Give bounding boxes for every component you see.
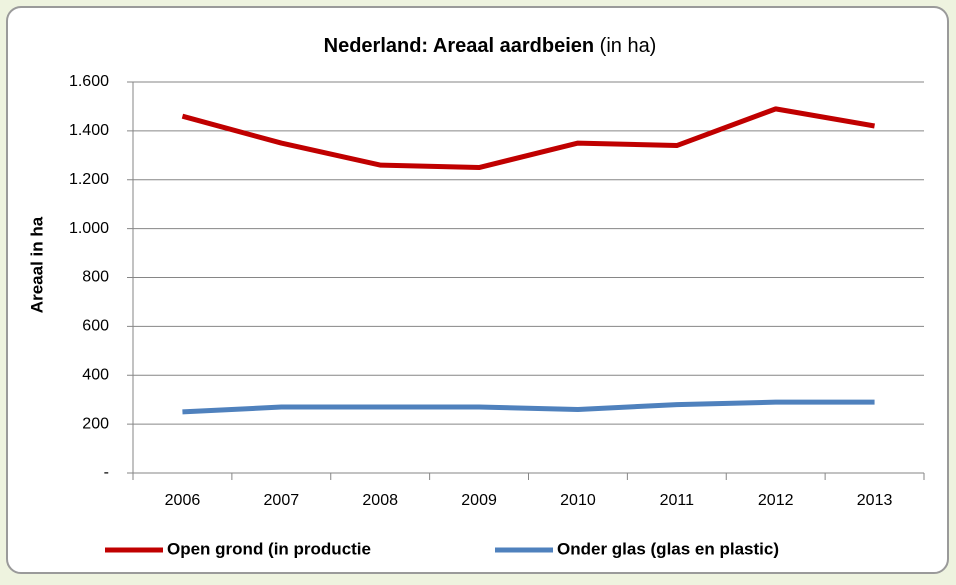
y-tick-label: 1.400 <box>69 122 109 139</box>
legend-label: Open grond (in productie <box>167 539 371 558</box>
y-tick-label: 1.000 <box>69 220 109 237</box>
chart-title: Nederland: Areaal aardbeien (in ha) <box>324 35 657 57</box>
series-line <box>181 106 875 171</box>
y-tick-label: 800 <box>82 269 109 286</box>
x-tick-label: 2010 <box>560 492 596 509</box>
chart-title-unit: (in ha) <box>600 35 657 57</box>
y-tick-label: - <box>104 464 109 481</box>
y-tick-label: 1.200 <box>69 171 109 188</box>
chart-title-main: Nederland: Areaal aardbeien <box>324 35 594 57</box>
x-tick-label: 2013 <box>857 492 893 509</box>
y-tick-label: 200 <box>82 415 109 432</box>
x-tick-label: 2006 <box>165 492 201 509</box>
series-line <box>182 399 875 415</box>
x-tick-label: 2009 <box>461 492 497 509</box>
y-tick-label: 400 <box>82 366 109 383</box>
y-axis-label: Areaal in ha <box>27 216 46 313</box>
y-tick-label: 1.600 <box>69 73 109 90</box>
x-tick-label: 2008 <box>362 492 398 509</box>
y-tick-label: 600 <box>82 318 109 335</box>
legend-label: Onder glas (glas en plastic) <box>557 539 779 558</box>
x-tick-label: 2007 <box>264 492 300 509</box>
x-tick-label: 2011 <box>660 492 695 509</box>
chart-panel <box>6 6 949 574</box>
x-tick-label: 2012 <box>758 492 794 509</box>
